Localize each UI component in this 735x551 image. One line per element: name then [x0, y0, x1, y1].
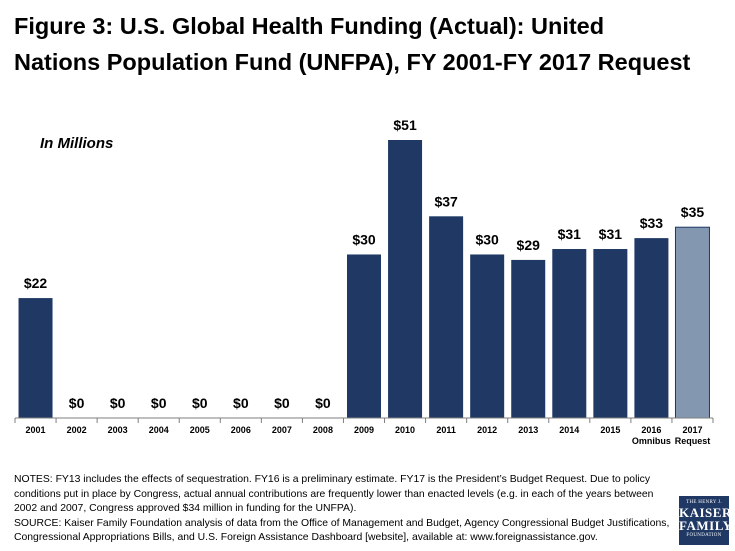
category-label-2016: 2016 [641, 425, 661, 435]
category-label-2003: 2003 [108, 425, 128, 435]
bar-2012 [470, 254, 505, 418]
bar-2001 [18, 298, 53, 418]
bar-2017 [674, 226, 710, 419]
value-label-2012: $30 [475, 231, 499, 247]
notes-line: conditions put in place by Congress, act… [14, 488, 654, 500]
source-line: SOURCE: Kaiser Family Foundation analysi… [14, 517, 670, 529]
category-label-2011: 2011 [436, 425, 456, 435]
value-label-2002: $0 [69, 395, 85, 411]
logo-line: FAMILY [679, 518, 733, 533]
value-label-2005: $0 [192, 395, 208, 411]
bar-chart: $22 $0 $0 $0 $0 $0 $0 $0 $30 $51 $37 $30 $29 $31 $31 $3… [14, 117, 714, 446]
logo-line: KAISER [679, 505, 732, 520]
notes-line: 2002 and 2007, Congress approved $34 mil… [14, 503, 357, 515]
value-label-2007: $0 [274, 395, 290, 411]
value-label-2010: $51 [393, 117, 417, 133]
value-label-2001: $22 [24, 275, 48, 291]
category-label-2014: 2014 [559, 425, 579, 435]
value-label-2013: $29 [517, 237, 541, 253]
category-label-2010: 2010 [395, 425, 415, 435]
category-label-2001: 2001 [26, 425, 46, 435]
category-label-group: 2001 2002 2003 2004 2005 2006 2007 2008 2009 2010… [26, 425, 711, 446]
category-label-2012: 2012 [477, 425, 497, 435]
value-label-2006: $0 [233, 395, 249, 411]
source-line: Congressional Appropriations Bills, and … [14, 532, 598, 544]
chart-title-line-2: Nations Population Fund (UNFPA), FY 2001… [14, 49, 691, 75]
value-label-2008: $0 [315, 395, 331, 411]
bar-2011 [429, 216, 464, 418]
chart-subtitle: In Millions [40, 135, 114, 152]
category-sublabel-2017: Request [675, 436, 711, 446]
value-label-2016: $33 [640, 215, 664, 231]
category-label-2017: 2017 [682, 425, 702, 435]
category-label-2015: 2015 [600, 425, 620, 435]
notes-block: NOTES: FY13 includes the effects of sequ… [14, 473, 674, 546]
value-label-group: $22 $0 $0 $0 $0 $0 $0 $0 $30 $51 $37 $30 $29 $31 $31 $3… [24, 117, 705, 411]
logo-line: FOUNDATION [686, 533, 722, 538]
value-label-2017: $35 [681, 204, 705, 220]
chart-title: Figure 3: U.S. Global Health Funding (Ac… [14, 8, 729, 80]
category-label-2008: 2008 [313, 425, 333, 435]
category-label-2006: 2006 [231, 425, 251, 435]
logo-line: THE HENRY J. [686, 500, 722, 505]
x-tick-group [14, 418, 714, 423]
value-label-2014: $31 [558, 226, 582, 242]
bar-2009 [347, 254, 381, 418]
category-label-2009: 2009 [354, 425, 374, 435]
value-label-2011: $37 [434, 193, 458, 209]
notes-line: NOTES: FY13 includes the effects of sequ… [14, 474, 651, 485]
category-label-2002: 2002 [67, 425, 87, 435]
category-label-2007: 2007 [272, 425, 292, 435]
value-label-2004: $0 [151, 395, 167, 411]
value-label-2003: $0 [110, 395, 126, 411]
bar-2016 [634, 238, 669, 418]
bar-2013 [511, 259, 546, 418]
value-label-2009: $30 [352, 231, 376, 247]
bar-2014 [552, 249, 587, 418]
value-label-2015: $31 [599, 226, 623, 242]
category-label-2005: 2005 [190, 425, 210, 435]
kff-logo: THE HENRY J. KAISER FAMILY FOUNDATION [679, 496, 733, 545]
chart-title-line-1: Figure 3: U.S. Global Health Funding (Ac… [14, 13, 605, 39]
category-label-2004: 2004 [149, 425, 169, 435]
bar-2010 [388, 140, 423, 418]
bar-group [18, 140, 710, 419]
bar-2015 [593, 249, 628, 418]
category-label-2013: 2013 [518, 425, 538, 435]
category-sublabel-2016: Omnibus [632, 436, 671, 446]
